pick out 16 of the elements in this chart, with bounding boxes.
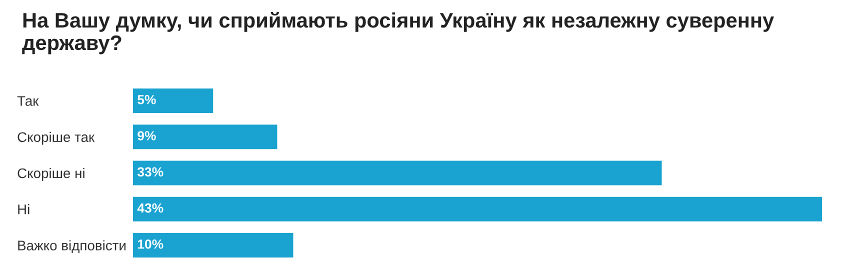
data-label: 10% bbox=[138, 239, 164, 249]
data-label: 5% bbox=[138, 94, 156, 104]
y-tick-label: Так bbox=[17, 96, 39, 106]
bar bbox=[133, 232, 294, 258]
y-tick-label: Скоріше ні bbox=[18, 168, 84, 181]
data-label: 33% bbox=[137, 167, 164, 177]
bar bbox=[133, 160, 662, 186]
data-label: 43% bbox=[137, 203, 164, 213]
bar bbox=[133, 196, 822, 222]
bar bbox=[133, 124, 278, 150]
data-label: 9% bbox=[138, 131, 156, 140]
y-tick-label: Скоріше так bbox=[18, 132, 95, 145]
bar bbox=[133, 88, 214, 114]
y-tick-label: Важко відповісти bbox=[18, 240, 126, 254]
y-tick-label: Ні bbox=[18, 204, 30, 214]
chart-title: На Вашу думку, чи сприймають росіяни Україну як незалежну суверенну державу? bbox=[22, 12, 774, 54]
